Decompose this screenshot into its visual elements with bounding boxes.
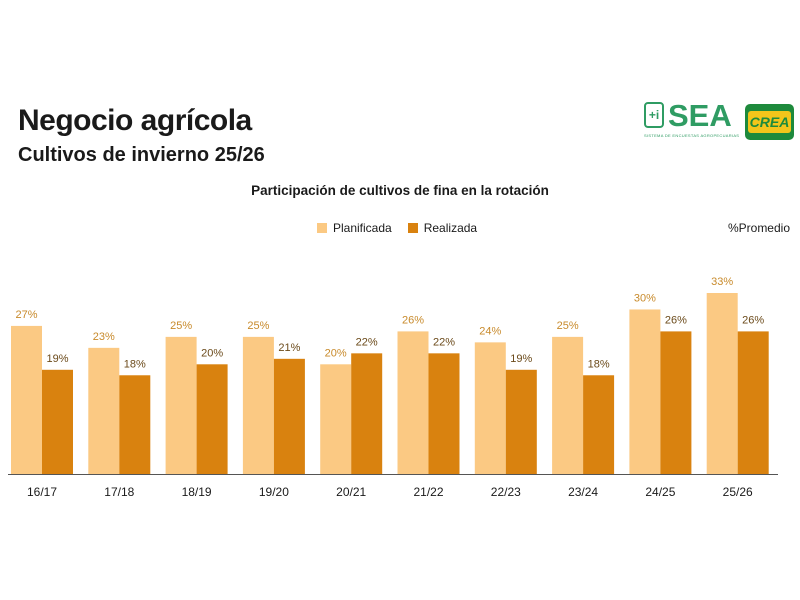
data-label-realizada-17-18: 18%	[124, 358, 146, 370]
data-label-planificada-21-22: 26%	[402, 314, 424, 326]
x-tick-label-23-24: 23/24	[568, 485, 598, 499]
sea-logo: +i SEA SISTEMA DE ENCUESTAS AGROPECUARIA…	[644, 98, 740, 142]
page-subtitle: Cultivos de invierno 25/26	[18, 144, 265, 166]
legend-item-planificada: Planificada	[317, 221, 392, 235]
legend-label-planificada: Planificada	[333, 221, 392, 235]
bar-realizada-24-25	[660, 331, 692, 474]
data-label-planificada-25-26: 33%	[711, 276, 733, 288]
data-label-planificada-18-19: 25%	[170, 320, 192, 332]
bar-planificada-23-24	[552, 336, 584, 474]
bar-planificada-18-19	[165, 336, 197, 474]
data-label-planificada-16-17: 27%	[15, 309, 37, 321]
data-label-planificada-22-23: 24%	[479, 325, 501, 337]
data-label-planificada-23-24: 25%	[557, 320, 579, 332]
x-tick-label-17-18: 17/18	[104, 485, 134, 499]
data-label-realizada-23-24: 18%	[588, 358, 610, 370]
bar-realizada-16-17	[42, 369, 73, 474]
x-tick-label-16-17: 16/17	[27, 485, 57, 499]
legend-label-realizada: Realizada	[423, 221, 478, 235]
data-label-realizada-20-21: 22%	[356, 336, 378, 348]
chart-legend: Planificada Realizada	[317, 221, 493, 235]
bar-planificada-17-18	[88, 347, 120, 474]
data-label-realizada-22-23: 19%	[510, 353, 532, 365]
bar-planificada-22-23	[474, 342, 506, 474]
bar-realizada-21-22	[428, 353, 460, 474]
data-label-planificada-17-18: 23%	[93, 331, 115, 343]
data-label-realizada-24-25: 26%	[665, 314, 687, 326]
data-label-planificada-20-21: 20%	[325, 347, 347, 359]
x-tick-label-22-23: 22/23	[491, 485, 521, 499]
bar-planificada-20-21	[320, 364, 352, 474]
x-tick-label-18-19: 18/19	[182, 485, 212, 499]
bar-planificada-21-22	[397, 331, 429, 474]
bar-realizada-19-20	[273, 358, 305, 474]
bar-planificada-19-20	[242, 336, 274, 474]
bar-realizada-17-18	[119, 375, 151, 474]
x-tick-label-21-22: 21/22	[413, 485, 443, 499]
crea-logo-word: CREA	[748, 111, 791, 133]
x-tick-label-24-25: 24/25	[645, 485, 675, 499]
bar-planificada-24-25	[629, 309, 661, 474]
legend-swatch-realizada	[407, 223, 418, 233]
info-icon: +i	[644, 102, 664, 128]
bar-realizada-22-23	[505, 369, 537, 474]
sea-logo-tagline: SISTEMA DE ENCUESTAS AGROPECUARIAS	[644, 133, 740, 138]
data-label-planificada-19-20: 25%	[247, 320, 269, 332]
chart-note: %Promedio	[727, 221, 790, 235]
data-label-realizada-25-26: 26%	[742, 314, 764, 326]
chart-title: Participación de cultivos de fina en la …	[251, 183, 549, 198]
data-label-realizada-19-20: 21%	[278, 342, 300, 354]
sea-logo-word: SEA	[668, 98, 732, 133]
page-title: Negocio agrícola	[18, 104, 252, 137]
bar-planificada-25-26	[706, 293, 738, 474]
data-label-realizada-18-19: 20%	[201, 347, 223, 359]
x-tick-label-19-20: 19/20	[259, 485, 289, 499]
x-tick-label-20-21: 20/21	[336, 485, 366, 499]
data-label-planificada-24-25: 30%	[634, 292, 656, 304]
legend-item-realizada: Realizada	[407, 221, 478, 235]
bar-planificada-16-17	[11, 325, 42, 474]
bar-realizada-18-19	[196, 364, 228, 474]
data-label-realizada-16-17: 19%	[46, 353, 68, 365]
bar-realizada-23-24	[583, 375, 615, 474]
legend-swatch-planificada	[317, 223, 327, 233]
bar-realizada-25-26	[737, 331, 769, 474]
data-label-realizada-21-22: 22%	[433, 336, 455, 348]
crea-logo: CREA	[745, 104, 794, 140]
x-tick-label-25-26: 25/26	[723, 485, 753, 499]
bar-realizada-20-21	[351, 353, 383, 474]
